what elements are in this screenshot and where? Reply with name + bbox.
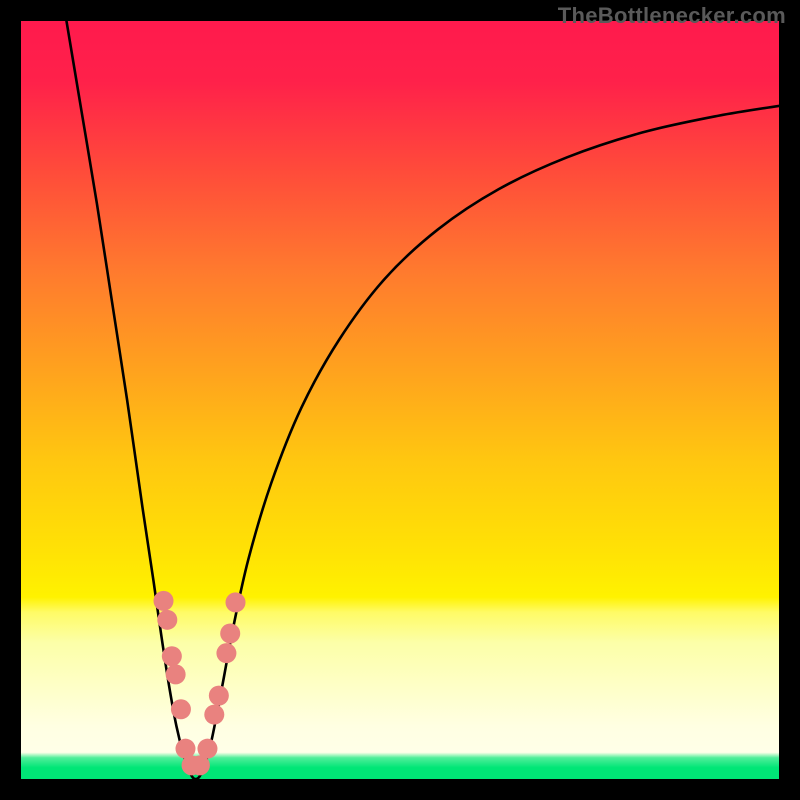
data-marker xyxy=(220,623,240,643)
data-marker xyxy=(197,739,217,759)
bottleneck-curve-chart xyxy=(21,21,779,779)
data-marker xyxy=(171,699,191,719)
data-marker xyxy=(154,591,174,611)
data-marker xyxy=(209,686,229,706)
data-marker xyxy=(226,592,246,612)
data-marker xyxy=(166,664,186,684)
watermark-text: TheBottlenecker.com xyxy=(558,3,786,29)
gradient-background xyxy=(21,21,779,779)
data-marker xyxy=(157,610,177,630)
data-marker xyxy=(204,705,224,725)
plot-area xyxy=(21,21,779,779)
data-marker xyxy=(162,646,182,666)
data-marker xyxy=(216,643,236,663)
